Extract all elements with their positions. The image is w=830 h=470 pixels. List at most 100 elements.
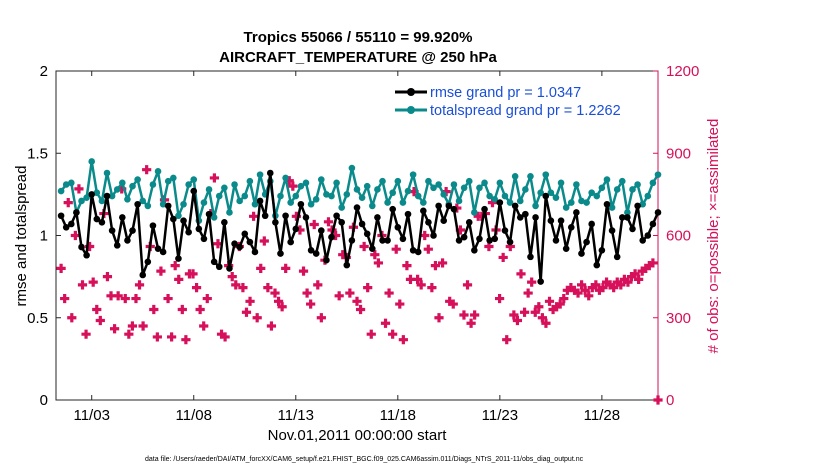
- totalspread-point: [103, 169, 111, 177]
- rmse-point: [649, 220, 657, 228]
- obs-marker: [413, 274, 423, 284]
- rmse-point: [236, 243, 243, 251]
- totalspread-point: [465, 177, 473, 185]
- obs-marker: [266, 321, 277, 331]
- obs-marker: [537, 313, 547, 323]
- rmse-point: [471, 247, 478, 254]
- obs-marker: [209, 173, 219, 183]
- obs-marker: [188, 269, 198, 279]
- obs-marker: [462, 280, 473, 290]
- obs-marker: [459, 310, 469, 320]
- rmse-point: [205, 210, 213, 218]
- rmse-point: [261, 212, 269, 220]
- totalspread-point: [297, 182, 305, 190]
- obs-marker: [281, 263, 291, 273]
- obs-marker: [273, 296, 284, 306]
- totalspread-point: [226, 209, 233, 216]
- legend-spread-marker: [407, 106, 415, 114]
- obs-marker: [131, 293, 141, 304]
- rmse-point: [567, 223, 575, 231]
- y-axis-left: 0 0.5 1 1.5 2: [27, 63, 61, 409]
- totalspread-point: [175, 212, 182, 220]
- rmse-point: [654, 209, 662, 216]
- rmse-point: [629, 225, 636, 233]
- totalspread-point: [149, 181, 157, 188]
- obs-marker: [562, 285, 572, 295]
- obs-marker: [623, 277, 633, 287]
- obs-marker: [527, 277, 537, 287]
- rmse-point: [348, 237, 356, 244]
- totalspread-point: [78, 197, 85, 205]
- obs-marker: [430, 261, 441, 271]
- obs-marker: [163, 293, 173, 304]
- obs-marker: [559, 293, 569, 304]
- totalspread-point: [251, 200, 259, 208]
- rmse-point: [501, 227, 509, 234]
- rmse-point: [389, 205, 397, 213]
- y-right-tick-label: 900: [666, 145, 691, 162]
- obs-marker: [630, 269, 640, 279]
- obs-marker: [455, 225, 465, 235]
- obs-marker: [113, 291, 123, 301]
- obs-marker: [249, 211, 259, 221]
- rmse-point: [302, 214, 310, 221]
- obs-marker: [134, 280, 145, 290]
- rmse-point: [573, 209, 580, 216]
- totalspread-point: [644, 192, 652, 200]
- totalspread-point: [486, 192, 493, 200]
- rmse-point: [481, 205, 488, 213]
- totalspread-point: [389, 189, 397, 197]
- totalspread-point: [282, 174, 289, 182]
- obs-marker: [487, 198, 498, 208]
- rmse-point: [562, 245, 570, 252]
- obs-marker: [81, 329, 91, 339]
- obs-marker: [445, 296, 455, 306]
- rmse-point: [369, 245, 376, 252]
- totalspread-point: [399, 199, 407, 206]
- rmse-point: [363, 230, 371, 238]
- obs-marker: [338, 250, 348, 260]
- obs-marker: [334, 291, 344, 301]
- x-tick-label: 11/23: [482, 407, 518, 424]
- totalspread-point: [348, 164, 356, 172]
- rmse-point: [124, 237, 131, 244]
- totalspread-point: [379, 177, 386, 185]
- obs-marker: [245, 296, 255, 306]
- obs-marker: [238, 282, 248, 293]
- totalspread-point: [593, 192, 601, 200]
- rmse-point: [624, 214, 631, 221]
- totalspread-point: [113, 186, 121, 193]
- obs-marker: [566, 282, 576, 293]
- rmse-point: [450, 205, 458, 213]
- rmse-point: [210, 258, 218, 266]
- obs-marker: [106, 291, 116, 301]
- obs-marker: [70, 230, 80, 241]
- obs-marker: [541, 318, 551, 328]
- obs-marker: [512, 315, 523, 326]
- totalspread-point: [200, 199, 208, 206]
- obs-marker: [195, 304, 205, 315]
- totalspread-point: [450, 181, 458, 188]
- obs-marker: [88, 277, 98, 287]
- obs-marker: [552, 302, 562, 312]
- y-right-tick-label: 1200: [666, 63, 699, 80]
- obs-marker: [653, 395, 663, 405]
- rmse-point: [537, 278, 544, 285]
- obs-marker: [644, 261, 654, 271]
- obs-marker: [516, 269, 526, 279]
- obs-marker: [626, 272, 637, 282]
- rmse-point: [98, 219, 106, 226]
- rmse-point: [134, 200, 141, 208]
- totalspread-point: [88, 158, 96, 165]
- rmse-point: [522, 210, 529, 218]
- rmse-point: [317, 227, 325, 234]
- rmse-point: [170, 215, 177, 223]
- totalspread-point: [455, 197, 463, 205]
- obs-marker: [495, 293, 505, 304]
- rmse-point: [266, 169, 274, 177]
- obs-marker: [263, 282, 273, 293]
- rmse-point: [231, 240, 238, 248]
- totalspread-point: [363, 182, 371, 190]
- totalspread-point: [511, 172, 519, 180]
- obs-marker: [202, 293, 212, 304]
